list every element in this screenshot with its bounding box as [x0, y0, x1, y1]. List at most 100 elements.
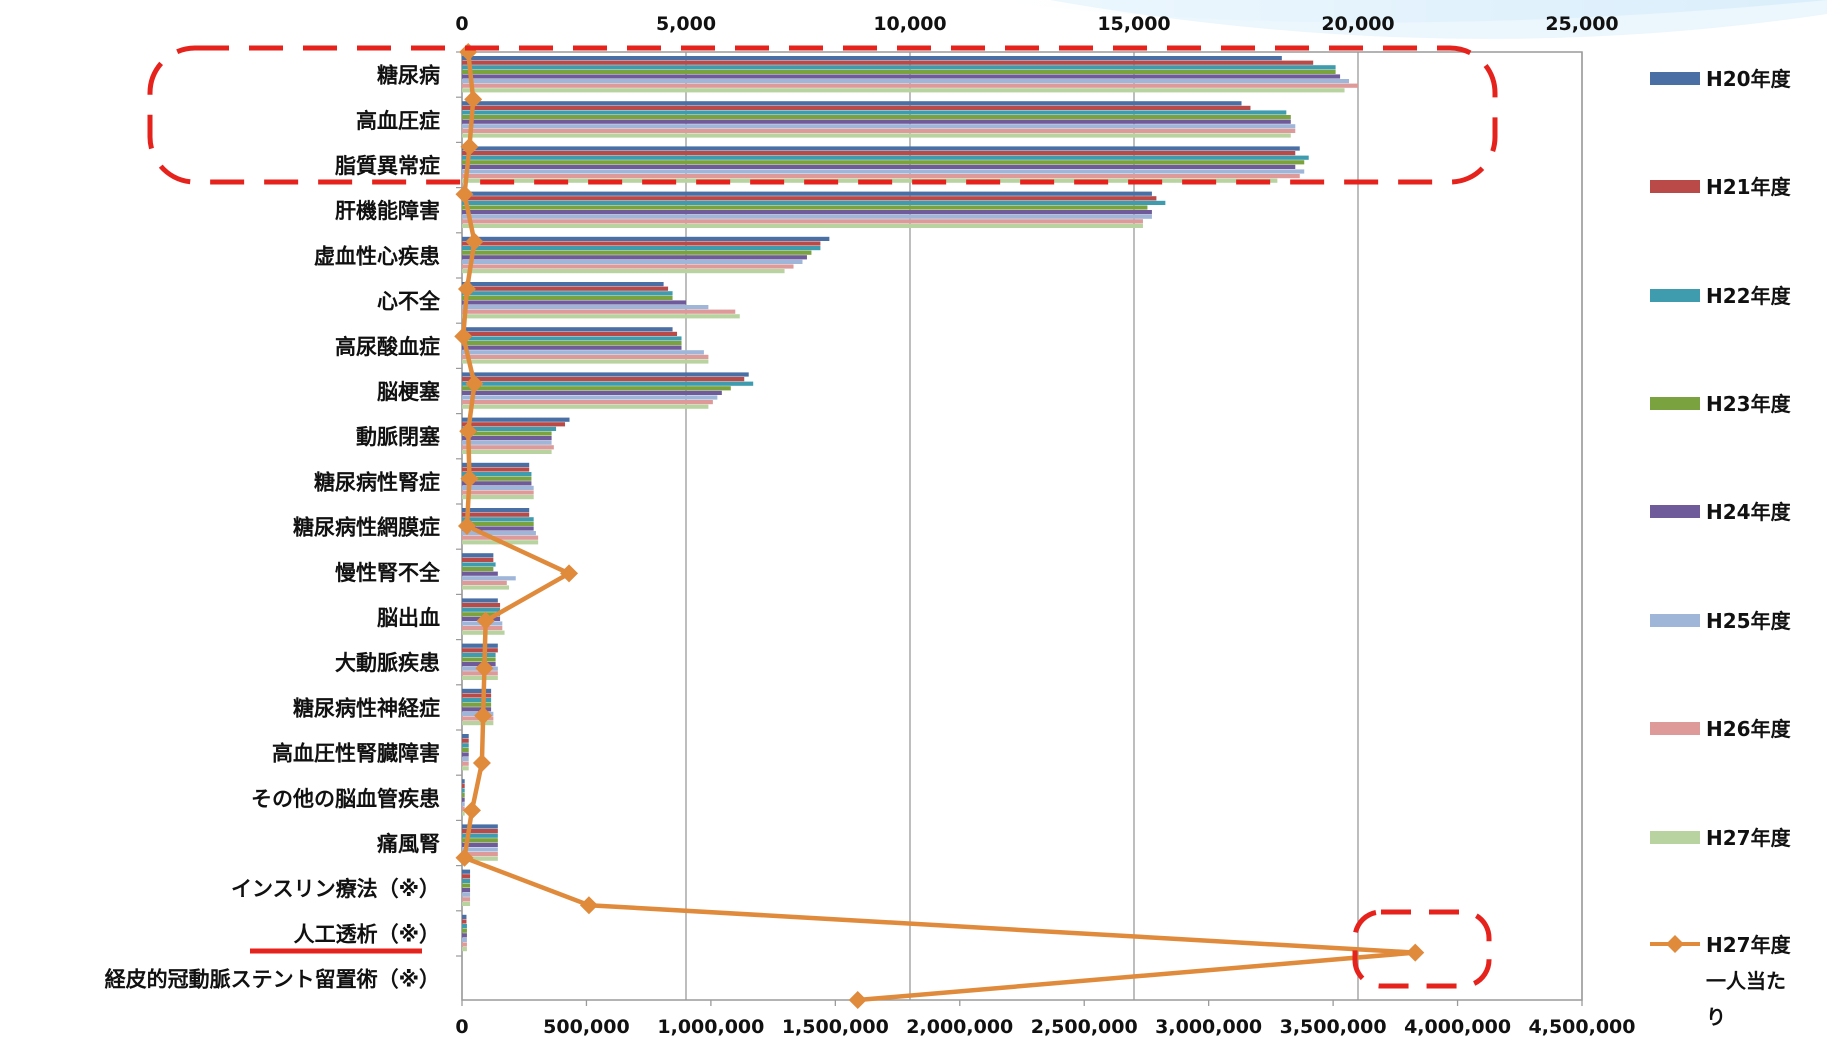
- bar: [462, 531, 536, 536]
- bar: [462, 897, 471, 902]
- bar: [462, 205, 1148, 210]
- bar: [462, 146, 1300, 151]
- bar: [462, 110, 1287, 115]
- bar: [462, 598, 498, 603]
- category-label: 高血圧性腎臓障害: [272, 742, 440, 766]
- line-point-diamond: [476, 611, 495, 630]
- bar: [462, 576, 516, 581]
- legend-item-h22: H22年度: [1650, 284, 1792, 308]
- bar: [462, 657, 496, 662]
- category-labels: 糖尿病高血圧症脂質異常症肝機能障害虚血性心疾患心不全高尿酸血症脳梗塞動脈閉塞糖尿…: [105, 51, 462, 992]
- bar: [462, 115, 1291, 120]
- bar: [462, 282, 664, 287]
- line-point-diamond: [464, 90, 483, 109]
- bar: [462, 390, 722, 395]
- bar: [462, 196, 1157, 201]
- legend-swatch-h22: [1650, 289, 1700, 302]
- bar: [462, 105, 1251, 110]
- legend-swatch-h26: [1650, 722, 1700, 735]
- bar: [462, 128, 1296, 133]
- x-bottom-tick-label: 4,500,000: [1529, 1016, 1636, 1038]
- bar: [462, 88, 1345, 93]
- legend-item-h27-per-capita: H27年度 一人当た り: [1650, 933, 1792, 1029]
- bar: [462, 174, 1300, 179]
- bar: [462, 151, 1296, 156]
- bar: [462, 164, 1296, 169]
- line-point-diamond: [472, 754, 491, 772]
- bar: [462, 69, 1336, 74]
- bar: [462, 359, 709, 364]
- bar: [462, 485, 534, 490]
- category-label: 動脈閉塞: [356, 425, 441, 449]
- bar: [462, 246, 821, 251]
- category-label: 大動脈疾患: [335, 651, 440, 675]
- bar: [462, 219, 1143, 224]
- bar: [462, 191, 1152, 196]
- category-label: インスリン療法（※）: [231, 877, 440, 901]
- category-label: 肝機能障害: [335, 199, 440, 223]
- bar: [462, 341, 682, 346]
- bar: [462, 557, 494, 562]
- bar: [462, 462, 530, 467]
- line-point-diamond: [457, 280, 476, 298]
- bar: [462, 702, 492, 707]
- bar: [462, 752, 469, 757]
- bar: [462, 214, 1152, 219]
- line-point-diamond: [454, 327, 473, 346]
- bar: [462, 83, 1358, 88]
- line-point-diamond: [474, 706, 493, 725]
- bar: [462, 422, 566, 427]
- category-label: 糖尿病性網膜症: [293, 516, 440, 540]
- bar: [462, 476, 532, 481]
- bar: [462, 160, 1305, 165]
- x-top-tick-label: 25,000: [1545, 13, 1618, 35]
- legend-label-h24: H24年度: [1706, 500, 1792, 524]
- legend-swatch-h21: [1650, 180, 1700, 193]
- legend-swatch-h20: [1650, 72, 1700, 85]
- bar: [462, 327, 673, 332]
- bar: [462, 526, 534, 531]
- bar: [462, 838, 498, 843]
- bar: [462, 440, 552, 445]
- bar: [462, 431, 552, 436]
- category-label: 高尿酸血症: [335, 335, 440, 359]
- category-label: 経皮的冠動脈ステント留置術（※）: [105, 968, 440, 992]
- bar: [462, 626, 503, 631]
- annotations: [147, 45, 1498, 989]
- bar: [462, 512, 530, 517]
- bar: [462, 766, 469, 771]
- category-label: 慢性腎不全: [335, 561, 441, 585]
- bar: [462, 467, 530, 472]
- line-point-diamond: [465, 374, 484, 393]
- x-bottom-tick-label: 2,000,000: [906, 1016, 1013, 1038]
- bar: [462, 874, 471, 879]
- bar: [462, 919, 467, 924]
- category-label: その他の脳血管疾患: [251, 787, 440, 811]
- x-axis-top-ticks: 0 5,000 10,000 15,000 20,000 25,000: [455, 13, 1618, 35]
- x-top-tick-label: 5,000: [656, 13, 716, 35]
- annotation-dashed-box-top: [147, 45, 1498, 185]
- x-bottom-tick-label: 0: [455, 1016, 468, 1038]
- legend-swatch-h24: [1650, 505, 1700, 518]
- category-label: 痛風腎: [377, 832, 440, 856]
- bar: [462, 269, 785, 274]
- bar: [462, 783, 465, 788]
- bar: [462, 757, 469, 762]
- bar: [462, 571, 498, 576]
- bar: [462, 743, 469, 748]
- bar: [462, 508, 530, 513]
- line-point-diamond: [459, 422, 478, 441]
- bar: [462, 829, 498, 834]
- bar: [462, 721, 494, 726]
- bar: [462, 811, 465, 816]
- x-bottom-tick-label: 3,000,000: [1155, 1016, 1262, 1038]
- bar: [462, 295, 673, 300]
- bar: [462, 264, 794, 269]
- bar: [462, 155, 1309, 160]
- bar: [462, 490, 534, 495]
- bar: [462, 856, 498, 861]
- bar: [462, 562, 496, 567]
- bar: [462, 133, 1291, 138]
- bar: [462, 300, 686, 305]
- bar: [462, 314, 740, 319]
